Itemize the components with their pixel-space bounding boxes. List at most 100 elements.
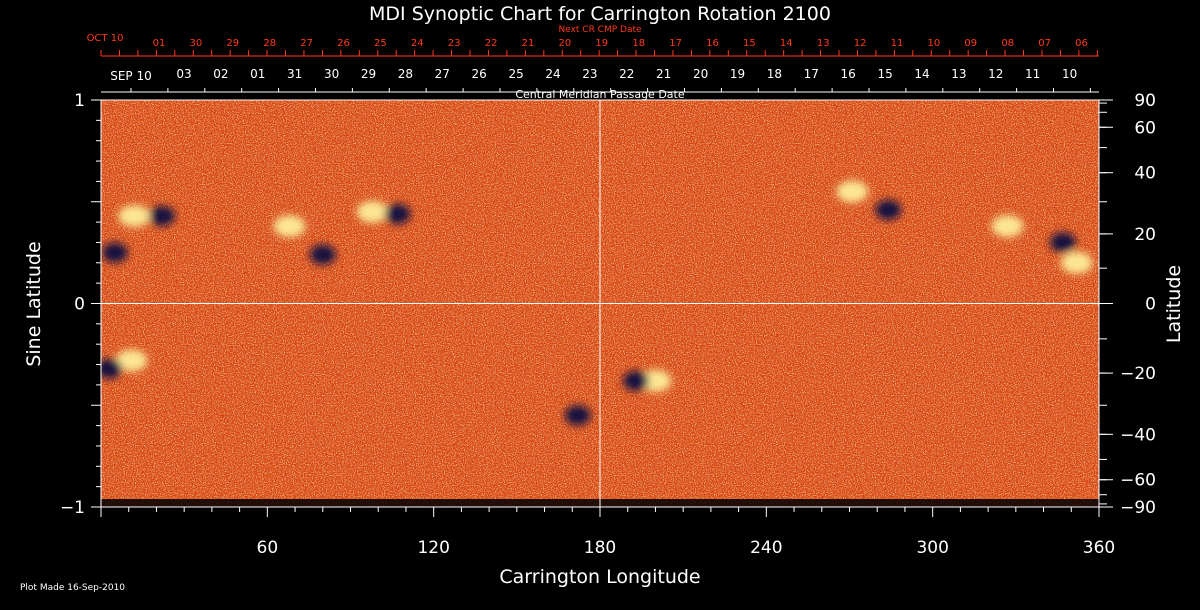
y-right-tick-label: 20 <box>1134 225 1156 245</box>
next-cr-date-label: 17 <box>669 38 682 49</box>
next-cr-date-label: 25 <box>374 38 387 49</box>
cmp-date-label: 24 <box>545 67 560 81</box>
next-cr-date-label: 01 <box>153 38 166 49</box>
active-region-negative <box>1049 232 1076 253</box>
cmp-date-label: 29 <box>361 67 376 81</box>
cmp-date-label: 23 <box>582 67 597 81</box>
cmp-date-label: 02 <box>213 67 228 81</box>
active-region-negative <box>101 358 123 379</box>
cmp-date-label: 03 <box>176 67 191 81</box>
cmp-date-label: 30 <box>324 67 339 81</box>
active-region-negative <box>384 203 411 224</box>
next-cr-date-label: 14 <box>780 38 793 49</box>
cmp-start-label: SEP 10 <box>110 69 152 83</box>
cmp-date-label: 28 <box>398 67 413 81</box>
plot-made-footer: Plot Made 16-Sep-2010 <box>20 583 125 593</box>
y-right-tick-label: 60 <box>1134 118 1156 138</box>
cmp-date-label: 18 <box>767 67 782 81</box>
next-cr-label: Next CR CMP Date <box>558 25 642 35</box>
y-axis-left-label: Sine Latitude <box>23 241 45 366</box>
next-cr-date-label: 15 <box>743 38 756 49</box>
active-region-negative <box>101 242 128 263</box>
y-right-tick-label: 40 <box>1134 164 1156 184</box>
y-axis-right: 90 60 40 20 0 −20 −40 −60 −90 <box>1099 91 1156 518</box>
cmp-date-label: 31 <box>287 67 302 81</box>
next-cr-date-label: 23 <box>448 38 461 49</box>
x-tick-label: 240 <box>750 538 782 558</box>
cmp-date-label: 16 <box>841 67 856 81</box>
active-region-positive <box>115 349 148 372</box>
next-cr-date-label: 27 <box>300 38 313 49</box>
chart-title: MDI Synoptic Chart for Carrington Rotati… <box>369 3 831 25</box>
x-tick-label: 60 <box>257 538 279 558</box>
y-right-tick-label: −20 <box>1120 364 1156 384</box>
y-left-tick-label: 0 <box>74 295 85 315</box>
y-right-tick-label: 0 <box>1145 295 1156 315</box>
y-right-tick-label: −40 <box>1120 425 1156 445</box>
cmp-date-label: 13 <box>951 67 966 81</box>
cmp-date-axis: SEP 10 03 02 01 31 30 29 28 27 26 25 24 23 22 21 20 19 1… <box>101 67 1099 101</box>
y-right-tick-label: −60 <box>1120 471 1156 491</box>
cmp-date-label: 21 <box>656 67 671 81</box>
next-cr-date-label: 08 <box>1001 38 1014 49</box>
y-axis-right-label: Latitude <box>1163 265 1185 343</box>
cmp-date-label: 12 <box>988 67 1003 81</box>
active-region-positive <box>118 204 151 227</box>
x-axis: 60 120 180 240 300 360 <box>100 507 1115 558</box>
next-cr-date-label: 21 <box>522 38 535 49</box>
y-right-tick-label: −90 <box>1120 498 1156 518</box>
next-cr-date-label: 06 <box>1075 38 1088 49</box>
next-cr-date-label: 13 <box>817 38 830 49</box>
cmp-date-label: 15 <box>877 67 892 81</box>
next-cr-date-label: 19 <box>595 38 608 49</box>
next-cr-date-label: 11 <box>891 38 904 49</box>
y-left-tick-label: −1 <box>60 498 85 518</box>
active-region-negative <box>309 244 336 265</box>
cmp-date-label: 20 <box>693 67 708 81</box>
active-region-positive <box>639 369 672 392</box>
next-cr-date-label: 07 <box>1038 38 1051 49</box>
next-cr-date-label: 28 <box>263 38 276 49</box>
cmp-date-label: 11 <box>1025 67 1040 81</box>
x-tick-label: 300 <box>916 538 948 558</box>
next-cr-date-label: 16 <box>706 38 719 49</box>
cmp-date-label: 01 <box>250 67 265 81</box>
active-region-negative <box>875 199 902 220</box>
next-cr-axis: Next CR CMP Date OCT 10 01 30 29 28 27 26 25 24… <box>87 25 1099 57</box>
active-region-positive <box>1060 251 1093 274</box>
active-region-positive <box>356 200 389 223</box>
next-cr-date-label: 29 <box>226 38 239 49</box>
active-region-negative <box>148 205 175 226</box>
x-tick-label: 360 <box>1083 538 1115 558</box>
next-cr-date-label: 26 <box>337 38 350 49</box>
y-left-tick-label: 1 <box>74 91 85 111</box>
active-region-positive <box>991 215 1024 238</box>
cmp-date-label: 19 <box>730 67 745 81</box>
next-cr-date-label: 09 <box>964 38 977 49</box>
cmp-date-label: 10 <box>1062 67 1077 81</box>
y-right-tick-label: 90 <box>1134 91 1156 111</box>
next-cr-date-label: 22 <box>485 38 498 49</box>
cmp-date-label: 22 <box>619 67 634 81</box>
x-tick-label: 180 <box>584 538 616 558</box>
cmp-date-label: 25 <box>508 67 523 81</box>
x-axis-label: Carrington Longitude <box>499 566 700 588</box>
cmp-date-label: 27 <box>435 67 450 81</box>
next-cr-date-label: 10 <box>928 38 941 49</box>
cmp-axis-label: Central Meridian Passage Date <box>515 88 684 101</box>
next-cr-date-label: 20 <box>559 38 572 49</box>
active-region-positive <box>273 215 306 238</box>
y-axis-left: 1 0 −1 <box>60 91 101 518</box>
active-region-negative <box>623 370 650 391</box>
cmp-date-label: 17 <box>804 67 819 81</box>
active-region-negative <box>564 405 591 426</box>
x-tick-label: 120 <box>417 538 449 558</box>
next-cr-date-label: 24 <box>411 38 424 49</box>
next-cr-start-label: OCT 10 <box>87 33 124 44</box>
cmp-date-label: 26 <box>472 67 487 81</box>
active-region-positive <box>836 180 869 203</box>
cmp-date-label: 14 <box>914 67 929 81</box>
next-cr-date-label: 18 <box>632 38 645 49</box>
next-cr-date-label: 30 <box>190 38 203 49</box>
